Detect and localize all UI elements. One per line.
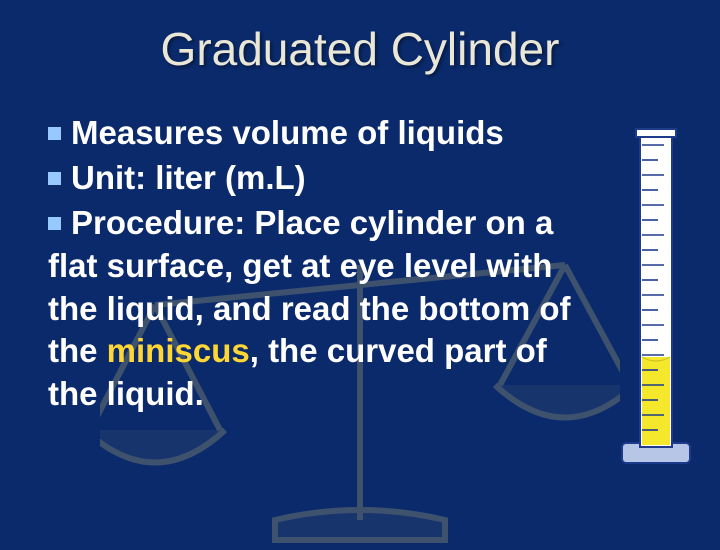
bullet-list: Measures volume of liquids Unit: liter (… — [48, 112, 578, 418]
highlighted-word: miniscus — [107, 332, 250, 369]
bullet-item: Measures volume of liquids — [48, 112, 578, 155]
bullet-square-icon — [48, 172, 61, 185]
graduated-cylinder-figure — [620, 125, 692, 465]
bullet-item: Unit: liter (m.L) — [48, 157, 578, 200]
bullet-text: Unit: liter (m.L) — [71, 159, 306, 196]
bullet-text: Measures volume of liquids — [71, 114, 504, 151]
bullet-square-icon — [48, 217, 61, 230]
slide-title: Graduated Cylinder — [0, 22, 720, 76]
bullet-square-icon — [48, 127, 61, 140]
bullet-item: Procedure: Place cylinder on a flat surf… — [48, 202, 578, 416]
